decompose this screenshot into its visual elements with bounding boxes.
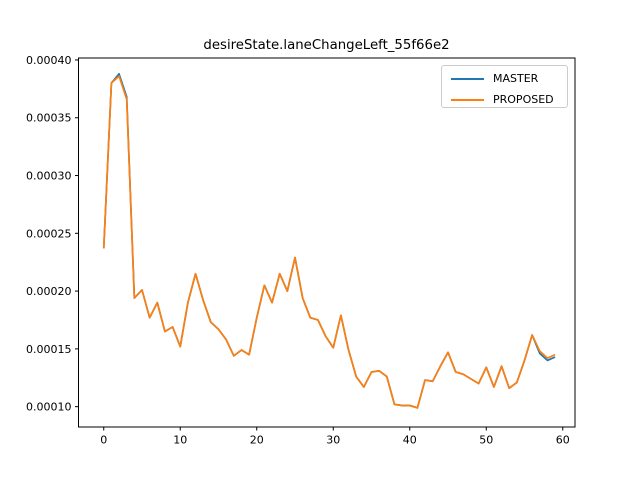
x-tick-label: 50	[479, 434, 493, 447]
master-line-swatch	[451, 77, 484, 80]
y-tick-label: 0.00030	[26, 170, 72, 183]
y-tick-label: 0.00020	[26, 285, 72, 298]
axes-spines	[78, 57, 576, 428]
y-tick-label: 0.00015	[26, 343, 72, 356]
legend-item-master: MASTER	[451, 70, 567, 87]
x-tick-label: 60	[556, 434, 570, 447]
chart-title: desireState.laneChangeLeft_55f66e2	[203, 38, 450, 53]
legend: MASTER PROPOSED	[441, 65, 568, 108]
y-tick-label: 0.00025	[26, 227, 72, 240]
y-tick-label: 0.00010	[26, 401, 72, 414]
y-tick-label: 0.00035	[26, 112, 72, 125]
x-tick-label: 40	[403, 434, 417, 447]
series-line-master	[102, 72, 556, 409]
x-tick-label: 20	[250, 434, 264, 447]
y-tick-label: 0.00040	[26, 54, 72, 67]
x-tick-label: 10	[173, 434, 187, 447]
legend-item-proposed: PROPOSED	[451, 91, 567, 108]
x-tick-label: 0	[100, 434, 107, 447]
series-line-proposed	[102, 75, 556, 409]
x-tick-label: 30	[326, 434, 340, 447]
legend-label-proposed: PROPOSED	[493, 93, 554, 106]
proposed-line-swatch	[451, 98, 484, 101]
legend-label-master: MASTER	[493, 72, 539, 85]
